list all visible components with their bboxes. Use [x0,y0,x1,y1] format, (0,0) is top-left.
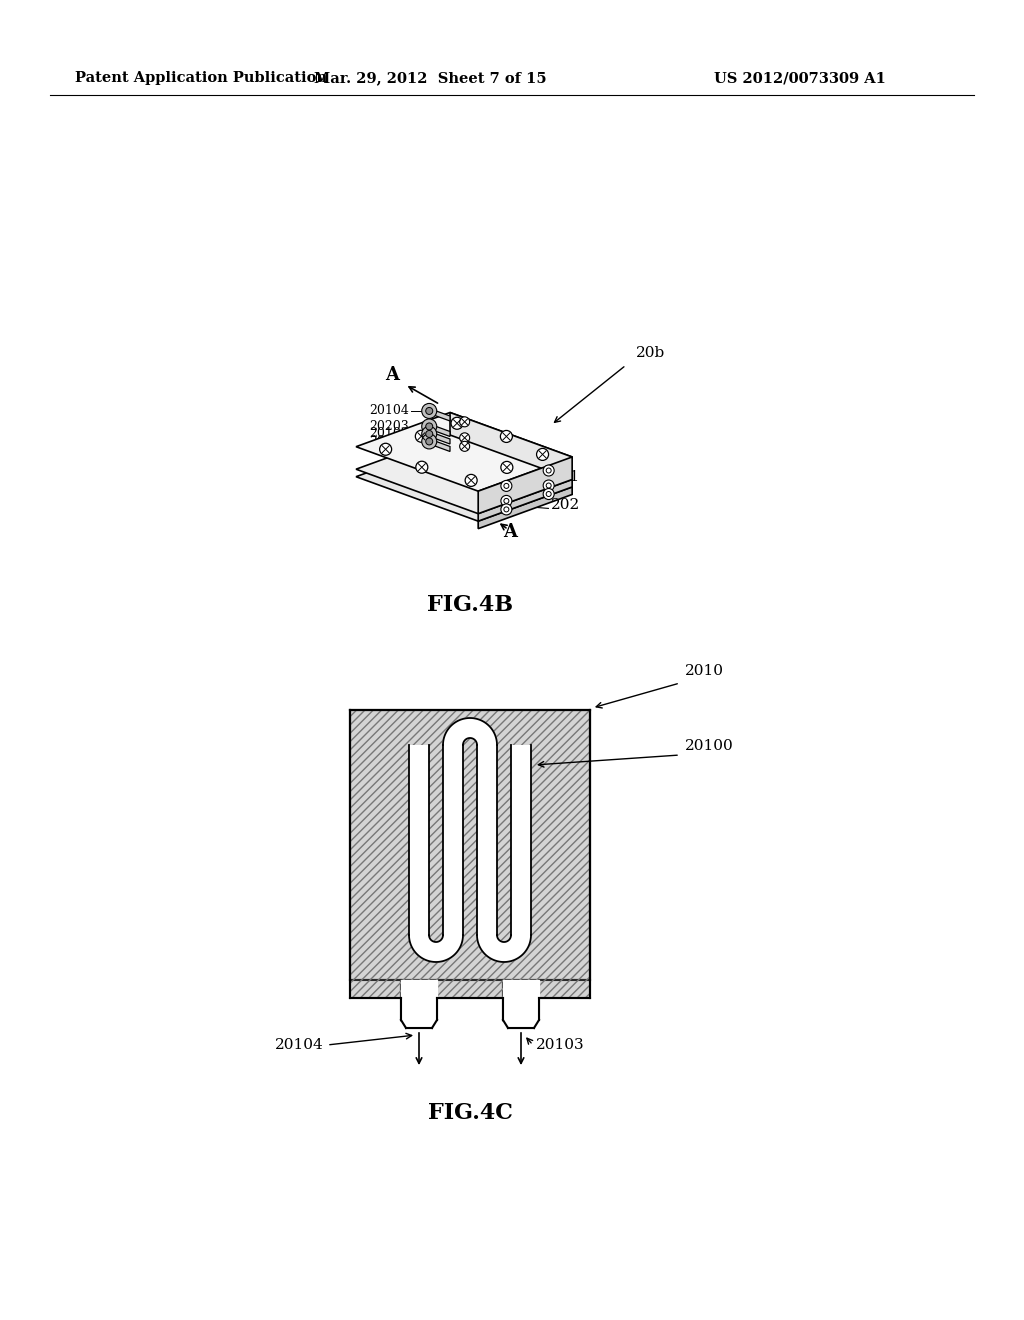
Circle shape [416,430,427,442]
Circle shape [422,426,436,441]
Polygon shape [428,424,450,437]
Circle shape [537,449,549,461]
Circle shape [504,499,509,503]
Polygon shape [437,979,503,998]
Circle shape [501,430,512,442]
Circle shape [460,433,470,442]
Circle shape [546,491,551,496]
Text: 20203: 20203 [370,420,410,433]
Bar [350,710,590,979]
Polygon shape [356,442,572,521]
Circle shape [543,465,554,477]
Polygon shape [503,979,539,1028]
Polygon shape [401,979,437,1028]
Bar [443,744,463,935]
Polygon shape [350,979,401,998]
Text: 2010: 2010 [685,664,724,678]
Polygon shape [503,979,539,1028]
Text: FIG.4C: FIG.4C [428,1102,512,1125]
Polygon shape [478,457,572,513]
Polygon shape [539,979,590,998]
Circle shape [465,474,477,486]
Circle shape [460,441,470,451]
Polygon shape [356,436,572,513]
Circle shape [501,480,512,491]
Polygon shape [443,718,497,744]
Circle shape [504,507,509,512]
Circle shape [501,462,513,474]
Polygon shape [477,935,531,962]
Text: 20204: 20204 [370,436,410,447]
Circle shape [501,495,512,507]
Text: Mar. 29, 2012  Sheet 7 of 15: Mar. 29, 2012 Sheet 7 of 15 [313,71,547,84]
Circle shape [426,422,433,430]
Circle shape [546,469,551,473]
Text: 20b: 20b [636,346,666,360]
Text: FIG.4B: FIG.4B [427,594,513,616]
Circle shape [422,418,436,434]
Circle shape [426,430,433,437]
Text: 20103: 20103 [370,428,410,441]
Bar [511,744,531,935]
Polygon shape [450,442,572,495]
Polygon shape [409,935,463,962]
Text: A: A [385,366,399,384]
Circle shape [543,488,554,499]
Circle shape [504,483,509,488]
Polygon shape [478,487,572,529]
Text: US 2012/0073309 A1: US 2012/0073309 A1 [714,71,886,84]
Bar [409,744,429,935]
Circle shape [546,483,551,488]
Circle shape [426,408,433,414]
Polygon shape [428,438,450,451]
Circle shape [501,504,512,515]
Text: Patent Application Publication: Patent Application Publication [75,71,327,84]
Polygon shape [356,412,572,491]
Polygon shape [428,408,450,421]
Polygon shape [428,432,450,444]
Polygon shape [450,412,572,479]
Text: 20103: 20103 [536,1038,585,1052]
Polygon shape [450,436,572,487]
Text: 20104: 20104 [275,1038,324,1052]
Circle shape [543,480,554,491]
Polygon shape [478,479,572,521]
Text: 201: 201 [551,470,581,484]
Circle shape [460,417,470,426]
Bar [350,710,590,979]
Circle shape [380,444,391,455]
Text: 202: 202 [551,499,581,512]
Bar [477,744,497,935]
Text: A: A [503,523,517,540]
Circle shape [422,434,436,449]
Circle shape [426,438,433,445]
Circle shape [422,404,436,418]
Text: 20104: 20104 [370,404,410,417]
Circle shape [451,417,463,429]
Polygon shape [401,979,437,1028]
Text: 20100: 20100 [685,739,734,752]
Circle shape [416,461,428,474]
